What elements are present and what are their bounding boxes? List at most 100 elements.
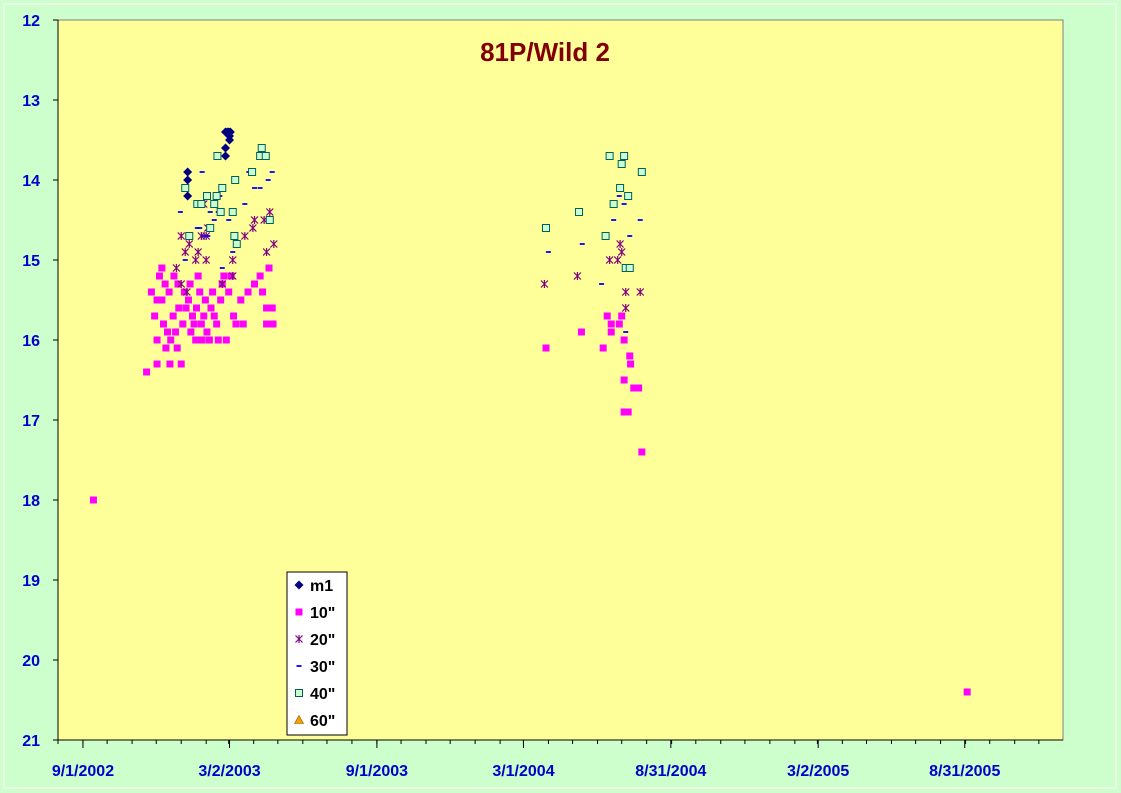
- data-point: [248, 168, 257, 176]
- data-point: [230, 232, 239, 240]
- legend-marker: [295, 635, 303, 643]
- data-point: [89, 496, 97, 504]
- data-point: [203, 328, 211, 336]
- data-point: [177, 280, 186, 288]
- data-point: [609, 200, 618, 208]
- legend-label: 30": [310, 659, 335, 676]
- data-point: [635, 384, 643, 392]
- data-point: [181, 184, 190, 192]
- data-point: [169, 312, 177, 320]
- data-point: [213, 152, 222, 160]
- data-point: [620, 152, 629, 160]
- data-point: [184, 296, 192, 304]
- data-point: [225, 131, 235, 141]
- data-point: [261, 152, 270, 160]
- data-point: [620, 408, 628, 416]
- data-point: [170, 272, 178, 280]
- data-point: [183, 175, 193, 185]
- data-point: [626, 352, 634, 360]
- data-point: [240, 232, 249, 240]
- data-point: [615, 320, 623, 328]
- data-point: [540, 280, 549, 288]
- data-point: [172, 264, 181, 272]
- data-point: [186, 280, 194, 288]
- data-point: [213, 320, 221, 328]
- data-point: [239, 320, 247, 328]
- y-tick-label: 12: [22, 13, 40, 30]
- data-point: [173, 344, 181, 352]
- data-point: [616, 184, 625, 192]
- data-point: [165, 288, 173, 296]
- legend-marker: [293, 714, 305, 724]
- data-point: [228, 208, 237, 216]
- data-point: [263, 304, 271, 312]
- data-point: [194, 248, 203, 256]
- data-point: [228, 256, 237, 264]
- data-point: [151, 312, 159, 320]
- data-point: [637, 168, 646, 176]
- data-point: [605, 152, 614, 160]
- data-point: [155, 272, 163, 280]
- data-point: [185, 240, 194, 248]
- data-point: [179, 320, 187, 328]
- data-point: [227, 272, 235, 280]
- data-point: [237, 296, 245, 304]
- data-point: [221, 143, 230, 153]
- data-point: [638, 448, 646, 456]
- data-point: [268, 304, 276, 312]
- x-tick-label: 8/31/2005: [929, 763, 1000, 780]
- data-point: [182, 304, 190, 312]
- data-point: [222, 336, 230, 344]
- data-point: [257, 144, 266, 152]
- x-tick-label: 3/2/2005: [787, 763, 849, 780]
- data-point: [185, 232, 194, 240]
- data-point: [250, 216, 259, 224]
- data-point: [153, 336, 161, 344]
- y-axis: 12 13 14 15 16 17 18 19 20 21: [22, 13, 59, 750]
- data-point: [963, 688, 971, 696]
- data-point: [620, 376, 628, 384]
- x-tick-label: 9/1/2002: [52, 763, 114, 780]
- data-point: [220, 272, 228, 280]
- data-point: [194, 272, 202, 280]
- data-point: [621, 304, 630, 312]
- data-point: [159, 320, 167, 328]
- data-point: [190, 320, 198, 328]
- y-tick-label: 16: [22, 333, 40, 350]
- data-point: [212, 192, 221, 200]
- data-point: [183, 167, 193, 177]
- data-point: [620, 336, 628, 344]
- x-tick-label: 3/2/2003: [198, 763, 260, 780]
- data-point: [193, 304, 201, 312]
- data-point: [182, 288, 191, 296]
- data-point: [214, 336, 222, 344]
- data-point: [218, 280, 227, 288]
- data-point: [174, 280, 182, 288]
- data-point: [210, 200, 219, 208]
- data-point: [624, 408, 632, 416]
- data-point: [263, 320, 271, 328]
- data-point: [162, 344, 170, 352]
- data-point: [256, 272, 264, 280]
- data-point: [265, 208, 274, 216]
- data-point: [221, 151, 230, 161]
- data-point: [209, 288, 217, 296]
- data-point: [624, 192, 633, 200]
- y-tick-label: 18: [22, 493, 40, 510]
- data-point: [192, 336, 200, 344]
- data-point: [217, 296, 225, 304]
- data-point: [269, 240, 278, 248]
- data-point: [603, 312, 611, 320]
- data-point: [573, 272, 582, 280]
- data-point: [198, 336, 206, 344]
- data-point: [607, 328, 615, 336]
- chart-title: 81P/Wild 2: [480, 37, 610, 67]
- data-point: [205, 336, 213, 344]
- data-point: [262, 248, 271, 256]
- y-tick-label: 15: [22, 253, 40, 270]
- data-point: [161, 280, 169, 288]
- data-point: [542, 344, 550, 352]
- legend-label: 60": [310, 713, 335, 730]
- data-point: [599, 344, 607, 352]
- data-point: [265, 264, 273, 272]
